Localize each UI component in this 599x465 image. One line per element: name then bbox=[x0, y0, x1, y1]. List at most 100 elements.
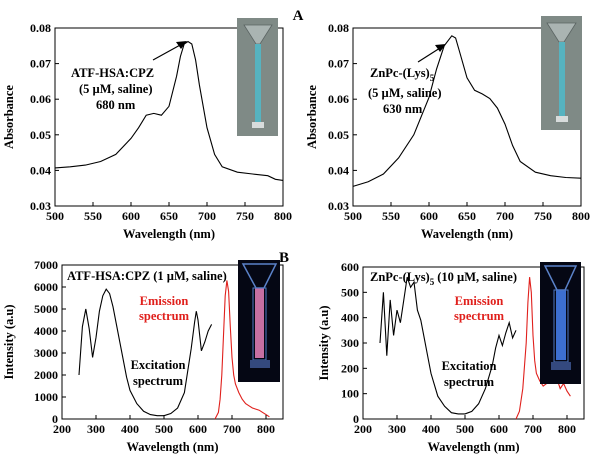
y-tick-label: 600 bbox=[341, 260, 359, 274]
y-tick-label: 1000 bbox=[34, 390, 58, 404]
x-tick-label: 700 bbox=[198, 209, 216, 223]
series-line-0 bbox=[78, 288, 213, 417]
y-tick-label: 200 bbox=[341, 361, 359, 375]
x-tick-label: 400 bbox=[121, 422, 139, 436]
x-tick-label: 600 bbox=[122, 209, 140, 223]
x-tick-label: 300 bbox=[388, 422, 406, 436]
x-tick-label: 600 bbox=[490, 422, 508, 436]
x-tick-label: 500 bbox=[344, 209, 362, 223]
chart-fluorescence-atf-hsa-cpz: ATF-HSA:CPZ (1 µM, saline) Emission spec… bbox=[2, 258, 284, 454]
chart-fluorescence-znpc-lys5: ZnPc-(Lys)5 (10 µM, saline) Emission spec… bbox=[317, 260, 585, 454]
plot-frame bbox=[61, 264, 284, 420]
y-tick-label: 500 bbox=[341, 285, 359, 299]
y-tick-label: 5000 bbox=[34, 302, 58, 316]
annotation-line-2: (5 µM, saline) bbox=[368, 86, 442, 100]
x-axis-title: Wavelength (nm) bbox=[427, 440, 519, 454]
x-tick-label: 500 bbox=[46, 209, 64, 223]
series-line-0 bbox=[54, 40, 284, 181]
annotation-subscript: 5 bbox=[430, 277, 435, 287]
annotation-line-3: 680 nm bbox=[96, 98, 136, 112]
annotation: ZnPc-(Lys)5 (5 µM, saline) 630 nm bbox=[368, 66, 442, 116]
x-tick-label: 400 bbox=[422, 422, 440, 436]
x-tick-label: 750 bbox=[534, 209, 552, 223]
y-tick-label: 3000 bbox=[34, 346, 58, 360]
x-tick-label: 200 bbox=[53, 422, 71, 436]
y-tick-label: 0.04 bbox=[30, 163, 51, 177]
x-tick-label: 750 bbox=[236, 209, 254, 223]
annotation-line-3: 630 nm bbox=[383, 102, 423, 116]
x-tick-label: 700 bbox=[496, 209, 514, 223]
y-axis-title: Absorbance bbox=[2, 85, 16, 149]
x-tick-label: 800 bbox=[558, 422, 576, 436]
y-tick-label: 0.07 bbox=[328, 57, 349, 71]
y-tick-label: 0.06 bbox=[30, 92, 51, 106]
x-tick-label: 800 bbox=[257, 422, 275, 436]
y-axis-title: Intensity (a.u) bbox=[317, 305, 331, 380]
x-tick-label: 800 bbox=[274, 209, 292, 223]
y-tick-label: 0.08 bbox=[30, 21, 51, 35]
annotation-line-2: (5 µM, saline) bbox=[79, 82, 153, 96]
y-tick-label: 100 bbox=[341, 387, 359, 401]
emission-label-line-1: Emission bbox=[140, 294, 189, 308]
x-axis-title: Wavelength (nm) bbox=[421, 227, 513, 241]
excitation-label-line-2: spectrum bbox=[444, 375, 495, 389]
y-tick-label: 0.03 bbox=[30, 199, 51, 213]
x-tick-label: 700 bbox=[524, 422, 542, 436]
x-tick-label: 700 bbox=[223, 422, 241, 436]
inset-cuvette-photo bbox=[237, 18, 278, 136]
inset-fluorescence-photo bbox=[238, 260, 280, 382]
x-tick-label: 550 bbox=[84, 209, 102, 223]
y-tick-label: 0.07 bbox=[30, 57, 51, 71]
x-tick-label: 600 bbox=[420, 209, 438, 223]
annotation-line-1: ZnPc-(Lys)5 bbox=[370, 66, 435, 83]
y-tick-label: 0 bbox=[353, 412, 359, 426]
x-tick-label: 500 bbox=[155, 422, 173, 436]
series-line-0 bbox=[352, 35, 582, 187]
excitation-label-line-1: Excitation bbox=[131, 358, 186, 372]
y-tick-label: 0.05 bbox=[328, 128, 349, 142]
inset-cuvette-photo bbox=[541, 16, 582, 130]
x-tick-label: 650 bbox=[160, 209, 178, 223]
y-tick-label: 0.05 bbox=[30, 128, 51, 142]
y-tick-label: 0.06 bbox=[328, 92, 349, 106]
annotation-arrow bbox=[152, 41, 187, 61]
y-axis-title: Intensity (a.u) bbox=[2, 304, 16, 379]
y-tick-label: 0.08 bbox=[328, 21, 349, 35]
chart-absorbance-atf-hsa-cpz: ATF-HSA:CPZ (5 µM, saline) 680 nm 500 550… bbox=[2, 18, 292, 241]
panel-label-a: A bbox=[293, 8, 304, 24]
x-tick-label: 800 bbox=[572, 209, 590, 223]
x-axis-title: Wavelength (nm) bbox=[123, 227, 215, 241]
annotation-line-1: ATF-HSA:CPZ (1 µM, saline) bbox=[67, 269, 227, 283]
y-tick-label: 7000 bbox=[34, 258, 58, 272]
annotation-arrow bbox=[417, 44, 446, 63]
y-tick-label: 2000 bbox=[34, 368, 58, 382]
excitation-label-line-2: spectrum bbox=[133, 374, 184, 388]
annotation-subscript: 5 bbox=[430, 73, 435, 83]
chart-absorbance-znpc-lys5: ZnPc-(Lys)5 (5 µM, saline) 630 nm 500 550… bbox=[305, 16, 590, 241]
y-axis-title: Absorbance bbox=[305, 85, 319, 149]
x-tick-label: 550 bbox=[382, 209, 400, 223]
x-tick-label: 200 bbox=[354, 422, 372, 436]
emission-label-line-1: Emission bbox=[455, 294, 504, 308]
inset-fluorescence-photo bbox=[540, 262, 581, 384]
y-tick-label: 0.04 bbox=[328, 163, 349, 177]
x-tick-label: 650 bbox=[458, 209, 476, 223]
y-tick-label: 400 bbox=[341, 311, 359, 325]
annotation-line-1: ZnPc-(Lys)5 (10 µM, saline) bbox=[370, 270, 517, 287]
y-tick-label: 6000 bbox=[34, 280, 58, 294]
x-tick-label: 600 bbox=[189, 422, 207, 436]
x-tick-label: 300 bbox=[87, 422, 105, 436]
annotation-line-1: ATF-HSA:CPZ bbox=[71, 66, 154, 80]
emission-label-line-2: spectrum bbox=[139, 309, 190, 323]
y-tick-label: 0 bbox=[52, 412, 58, 426]
series-line-1 bbox=[515, 277, 571, 420]
x-tick-label: 500 bbox=[456, 422, 474, 436]
y-tick-label: 4000 bbox=[34, 324, 58, 338]
annotation: ATF-HSA:CPZ (5 µM, saline) 680 nm bbox=[71, 66, 154, 112]
panel-label-b: B bbox=[279, 250, 289, 266]
y-tick-label: 0.03 bbox=[328, 199, 349, 213]
emission-label-line-2: spectrum bbox=[454, 309, 505, 323]
x-axis-title: Wavelength (nm) bbox=[126, 440, 218, 454]
excitation-label-line-1: Excitation bbox=[442, 359, 497, 373]
